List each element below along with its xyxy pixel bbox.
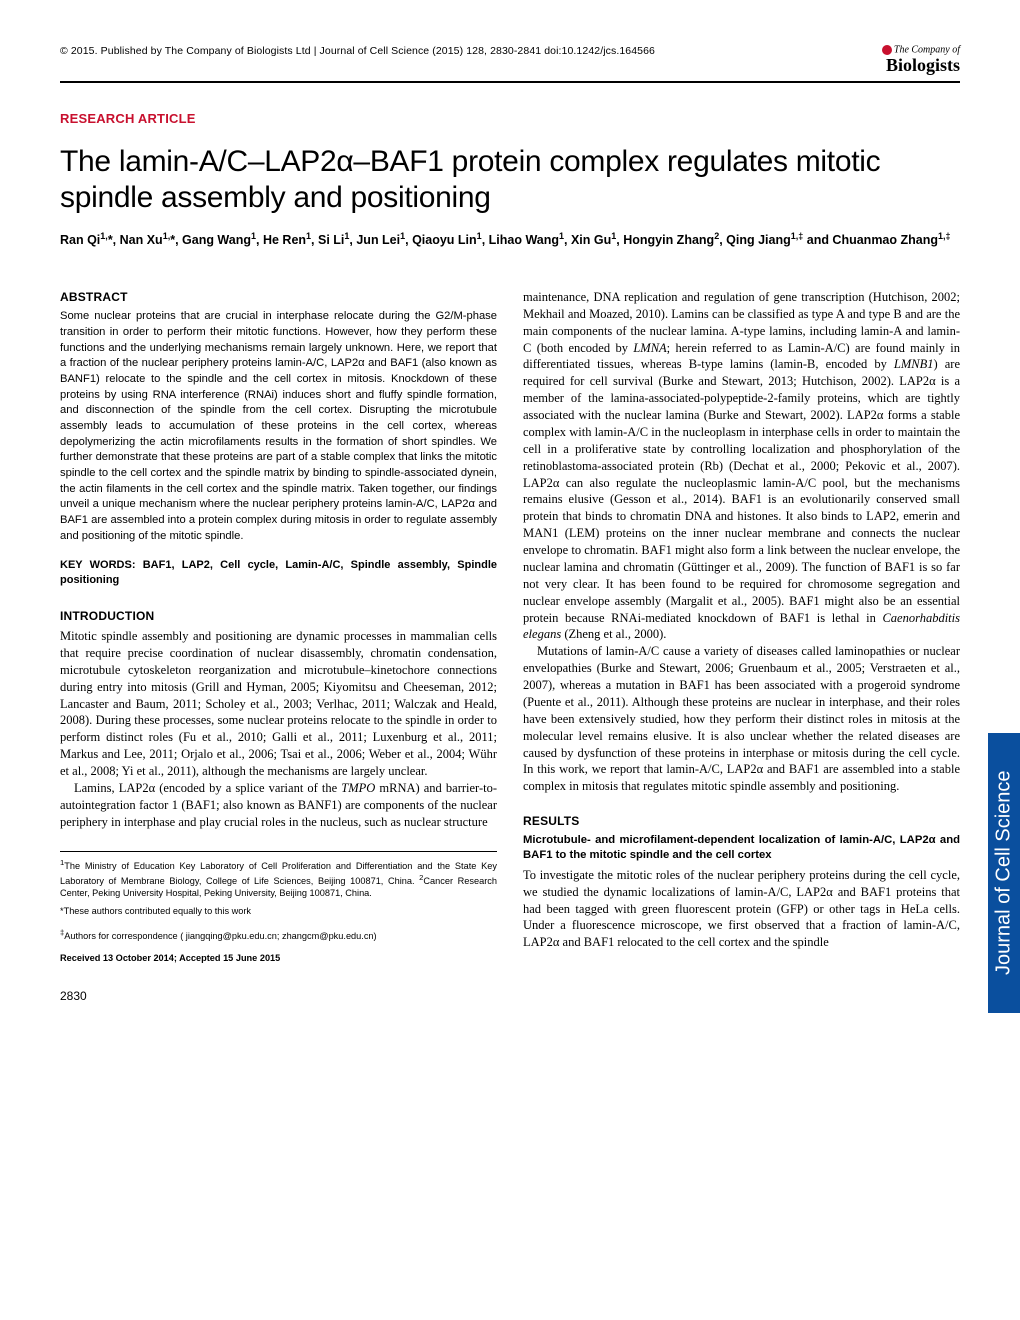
logo-top-line: The Company of bbox=[894, 44, 960, 55]
logo-brand: Biologists bbox=[886, 55, 960, 75]
correspondence-footnote: ‡Authors for correspondence ( jiangqing@… bbox=[60, 928, 497, 943]
article-title: The lamin-A/C–LAP2α–BAF1 protein complex… bbox=[60, 144, 960, 216]
affiliation-footnote: 1The Ministry of Education Key Laborator… bbox=[60, 858, 497, 900]
left-column: ABSTRACT Some nuclear proteins that are … bbox=[60, 289, 497, 965]
citation-text: © 2015. Published by The Company of Biol… bbox=[60, 45, 655, 57]
abstract-heading: ABSTRACT bbox=[60, 289, 497, 305]
two-column-body: ABSTRACT Some nuclear proteins that are … bbox=[60, 289, 960, 965]
author-list: Ran Qi1,*, Nan Xu1,*, Gang Wang1, He Ren… bbox=[60, 230, 960, 249]
publisher-logo: The Company of Biologists bbox=[879, 45, 960, 75]
right-paragraph-1: maintenance, DNA replication and regulat… bbox=[523, 289, 960, 643]
page-number: 2830 bbox=[60, 989, 960, 1003]
journal-side-tab: Journal of Cell Science bbox=[988, 733, 1020, 1013]
intro-paragraph-2: Lamins, LAP2α (encoded by a splice varia… bbox=[60, 780, 497, 831]
intro-paragraph-1: Mitotic spindle assembly and positioning… bbox=[60, 628, 497, 780]
dates-footnote: Received 13 October 2014; Accepted 15 Ju… bbox=[60, 953, 497, 965]
logo-dot-icon bbox=[882, 45, 892, 55]
keywords: KEY WORDS: BAF1, LAP2, Cell cycle, Lamin… bbox=[60, 558, 497, 588]
footnote-divider bbox=[60, 851, 497, 852]
article-type-label: RESEARCH ARTICLE bbox=[60, 111, 960, 126]
right-paragraph-2: Mutations of lamin-A/C cause a variety o… bbox=[523, 643, 960, 795]
page-container: © 2015. Published by The Company of Biol… bbox=[0, 0, 1020, 1043]
abstract-body: Some nuclear proteins that are crucial i… bbox=[60, 309, 497, 544]
introduction-heading: INTRODUCTION bbox=[60, 608, 497, 624]
results-subheading: Microtubule- and microfilament-dependent… bbox=[523, 833, 960, 862]
results-heading: RESULTS bbox=[523, 813, 960, 829]
results-paragraph-1: To investigate the mitotic roles of the … bbox=[523, 867, 960, 951]
equal-contrib-footnote: *These authors contributed equally to th… bbox=[60, 906, 497, 918]
page-header: © 2015. Published by The Company of Biol… bbox=[60, 45, 960, 83]
right-column: maintenance, DNA replication and regulat… bbox=[523, 289, 960, 965]
